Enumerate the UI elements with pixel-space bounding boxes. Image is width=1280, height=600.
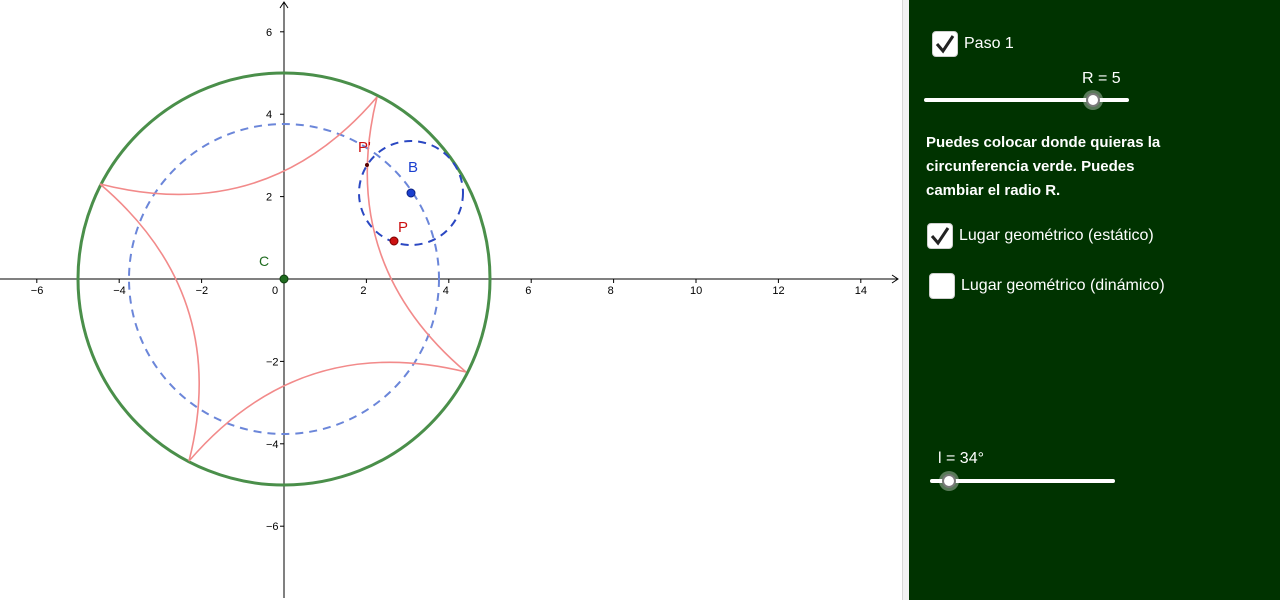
paso1-checkbox[interactable]: Paso 1 [932,31,1014,57]
locus-dynamic-label: Lugar geométrico (dinámico) [961,277,1165,294]
paso1-label: Paso 1 [964,35,1014,52]
slider-r-label: R = 5 [1082,70,1121,87]
y-tick-label: −6 [266,521,279,533]
instructions-text: Puedes colocar donde quieras la circunfe… [926,134,1161,199]
y-tick-label: 4 [266,109,272,121]
slider-r-handle[interactable] [1086,93,1100,107]
x-tick-label: −6 [31,285,44,297]
locus-static-label: Lugar geométrico (estático) [959,227,1154,244]
point-p-prime-label: P' [358,139,371,156]
x-tick-label: 2 [360,285,366,297]
graphics-view[interactable]: −6 −4 −2 0 2 4 6 8 10 12 14 6 4 2 −2 −4 −6 C B P P' [0,0,902,600]
x-tick-label: 6 [525,285,531,297]
slider-l-handle[interactable] [942,474,956,488]
y-tick-label: −2 [266,356,279,368]
x-tick-label: 10 [690,285,702,297]
slider-r-track[interactable] [924,98,1129,102]
x-tick-label: 4 [443,285,449,297]
y-tick-label: 2 [266,192,272,204]
panel-divider[interactable] [902,0,909,600]
locus-curve [99,96,467,462]
point-p[interactable] [389,236,399,246]
x-tick-label: −4 [113,285,126,297]
x-tick-label: 0 [272,285,278,297]
control-panel: Paso 1 R = 5 Puedes colocar donde quiera… [909,0,1280,600]
green-circle[interactable] [76,71,492,487]
empty-checkbox-icon[interactable] [929,273,955,299]
check-icon[interactable] [932,31,958,57]
x-tick-label: 14 [855,285,867,297]
point-c-label: C [259,253,269,269]
point-p-prime[interactable] [365,163,369,167]
x-tick-label: −2 [196,285,209,297]
slider-l-track[interactable] [930,479,1115,483]
y-tick-label: −4 [266,439,279,451]
y-tick-label: 6 [266,27,272,39]
graph-canvas[interactable]: −6 −4 −2 0 2 4 6 8 10 12 14 6 4 2 −2 −4 −6 C B P P' [0,0,902,600]
point-b-label: B [408,159,418,176]
locus-dynamic-checkbox[interactable]: Lugar geométrico (dinámico) [929,273,1165,299]
slider-l-label: l = 34° [938,450,984,467]
x-tick-label: 12 [772,285,784,297]
check-icon[interactable] [927,223,953,249]
dashed-locus-circle [128,123,440,435]
rolling-circle[interactable] [358,140,464,246]
point-p-label: P [398,219,408,236]
x-tick-label: 8 [608,285,614,297]
locus-static-checkbox[interactable]: Lugar geométrico (estático) [927,223,1154,249]
point-c[interactable] [279,274,289,284]
point-b[interactable] [406,188,416,198]
